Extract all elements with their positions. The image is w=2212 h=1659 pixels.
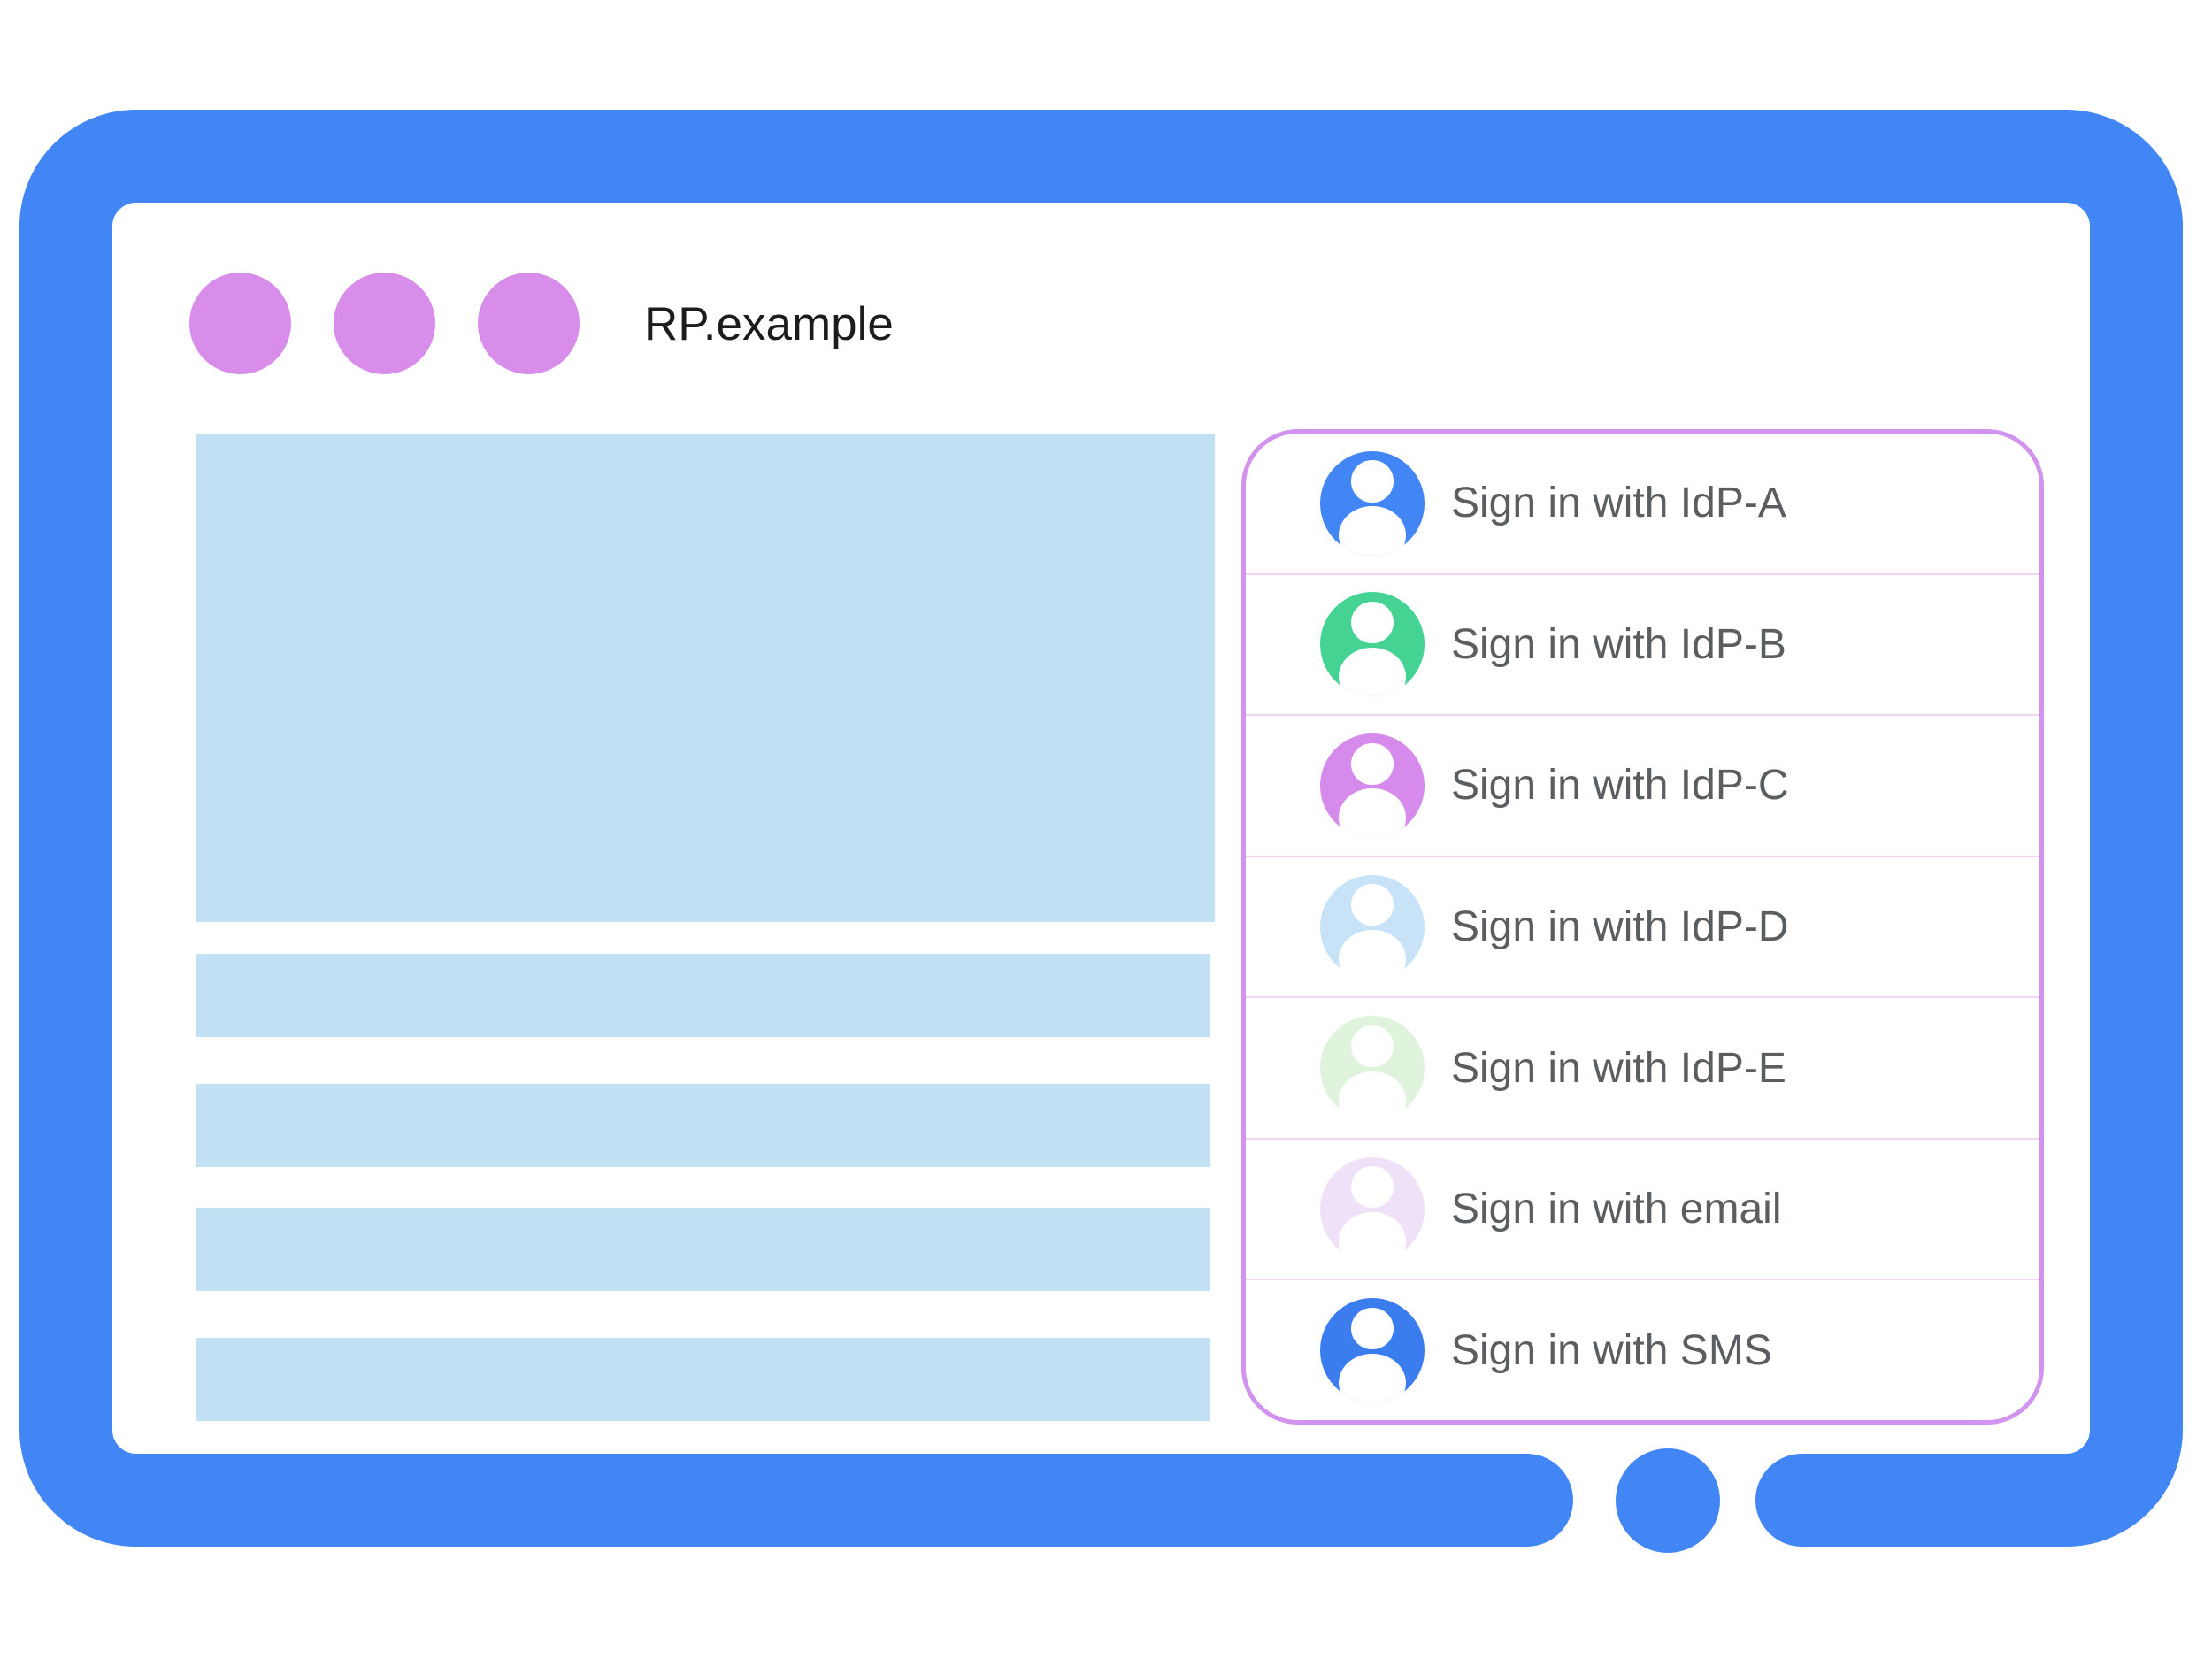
content-placeholder-line <box>196 1208 1210 1291</box>
signin-option-email[interactable]: Sign in with email <box>1246 1137 2039 1279</box>
signin-option-idp-c[interactable]: Sign in with IdP-C <box>1246 714 2039 856</box>
user-avatar-icon <box>1320 1016 1425 1121</box>
avatar-head <box>1351 742 1394 785</box>
avatar-head <box>1351 1025 1394 1067</box>
avatar-head <box>1351 1166 1394 1209</box>
content-placeholder-line <box>196 954 1210 1037</box>
window-control-dot <box>189 273 291 374</box>
content-placeholder-hero <box>196 434 1215 922</box>
avatar-shoulders <box>1339 788 1406 838</box>
content-placeholder-line <box>196 1338 1210 1421</box>
avatar-shoulders <box>1339 506 1406 556</box>
signin-option-label: Sign in with IdP-B <box>1451 620 1786 668</box>
site-title: RP.example <box>644 297 894 350</box>
avatar-shoulders <box>1339 1071 1406 1121</box>
avatar-shoulders <box>1339 1212 1406 1262</box>
avatar-head <box>1351 460 1394 503</box>
signin-option-label: Sign in with IdP-C <box>1451 762 1789 810</box>
window-control-dot <box>478 273 580 374</box>
avatar-head <box>1351 601 1394 644</box>
signin-option-idp-d[interactable]: Sign in with IdP-D <box>1246 855 2039 997</box>
signin-option-sms[interactable]: Sign in with SMS <box>1246 1279 2039 1420</box>
signin-option-idp-a[interactable]: Sign in with IdP-A <box>1246 434 2039 573</box>
signin-option-label: Sign in with email <box>1451 1186 1782 1233</box>
user-avatar-icon <box>1320 874 1425 979</box>
avatar-shoulders <box>1339 1353 1406 1403</box>
signin-dialog: Sign in with IdP-A Sign in with IdP-B Si… <box>1241 429 2044 1425</box>
user-avatar-icon <box>1320 450 1425 556</box>
signin-option-label: Sign in with IdP-A <box>1451 480 1786 527</box>
signin-option-idp-b[interactable]: Sign in with IdP-B <box>1246 572 2039 715</box>
user-avatar-icon <box>1320 733 1425 838</box>
avatar-head <box>1351 884 1394 926</box>
signin-option-label: Sign in with IdP-E <box>1451 1044 1786 1092</box>
frame-bottom-notch-circle <box>1616 1448 1720 1553</box>
user-avatar-icon <box>1320 592 1425 697</box>
avatar-shoulders <box>1339 930 1406 979</box>
avatar-head <box>1351 1307 1394 1350</box>
signin-option-label: Sign in with SMS <box>1451 1326 1772 1374</box>
frame-bottom-left-cap <box>1462 1454 1573 1547</box>
user-avatar-icon <box>1320 1156 1425 1262</box>
signin-option-label: Sign in with IdP-D <box>1451 903 1789 951</box>
frame-bottom-right-cap <box>1755 1454 1867 1547</box>
content-placeholder-line <box>196 1084 1210 1167</box>
window-control-dot <box>334 273 435 374</box>
user-avatar-icon <box>1320 1298 1425 1403</box>
avatar-shoulders <box>1339 647 1406 697</box>
signin-option-idp-e[interactable]: Sign in with IdP-E <box>1246 996 2039 1138</box>
